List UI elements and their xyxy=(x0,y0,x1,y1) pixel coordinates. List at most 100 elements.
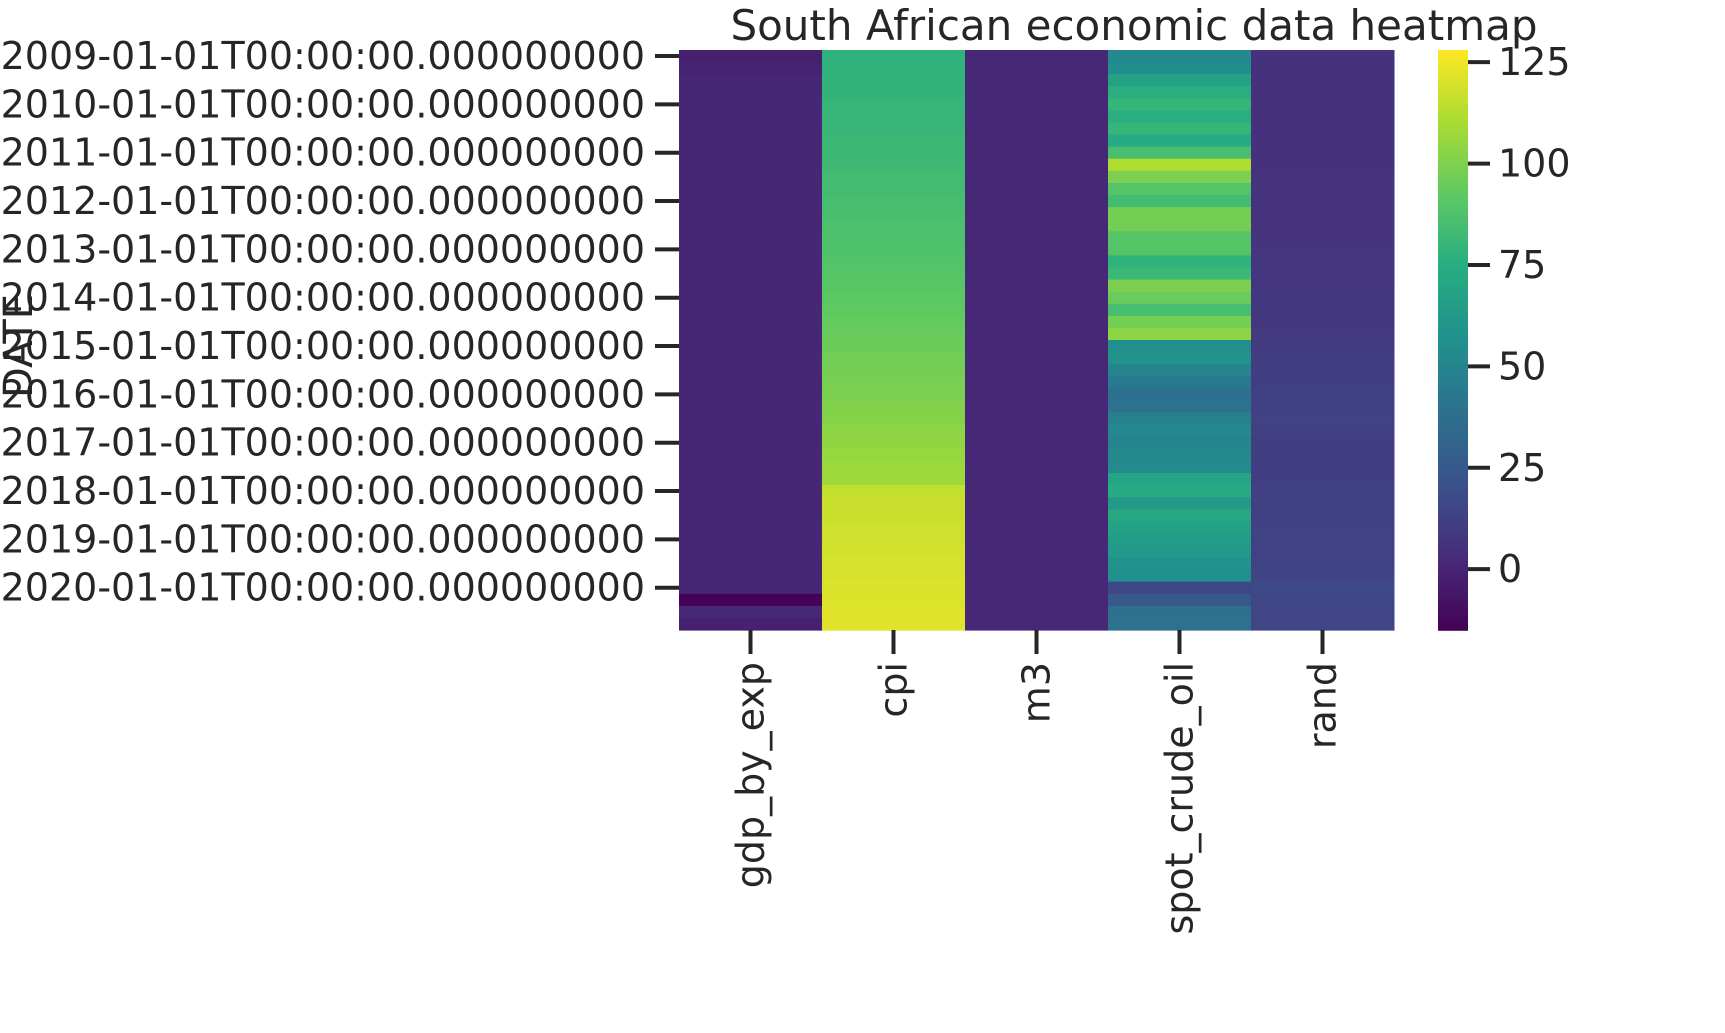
colorbar-segment xyxy=(1438,100,1468,106)
heatmap-cell xyxy=(1251,62,1395,75)
heatmap-cell xyxy=(965,134,1109,148)
heatmap-cell xyxy=(1108,243,1252,257)
colorbar-segment xyxy=(1438,358,1468,363)
heatmap-cell xyxy=(1108,146,1252,160)
heatmap-cell xyxy=(965,195,1109,208)
colorbar-segment xyxy=(1438,593,1468,599)
colorbar-segment xyxy=(1438,184,1468,189)
heatmap-cell xyxy=(1108,412,1252,426)
heatmap-cell xyxy=(965,545,1109,559)
colorbar-segment xyxy=(1438,256,1468,262)
heatmap-cell xyxy=(822,62,966,75)
colorbar-segment xyxy=(1438,506,1468,512)
colorbar-tick-label: 75 xyxy=(1498,243,1546,287)
colorbar-segment xyxy=(1438,539,1468,544)
colorbar-segment xyxy=(1438,503,1468,508)
colorbar-segment xyxy=(1438,227,1468,233)
colorbar-segment xyxy=(1438,140,1468,146)
heatmap-cell xyxy=(822,376,966,389)
colorbar-segment xyxy=(1438,318,1468,323)
heatmap-cell xyxy=(822,617,966,631)
colorbar-segment xyxy=(1438,79,1468,84)
heatmap-cell xyxy=(1108,460,1252,474)
colorbar-segment xyxy=(1438,191,1468,196)
colorbar-segment xyxy=(1438,372,1468,378)
colorbar-segment xyxy=(1438,445,1468,450)
heatmap-cell xyxy=(679,255,823,269)
colorbar-segment xyxy=(1438,586,1468,591)
y-tick-label: 2011-01-01T00:00:00.000000000 xyxy=(1,131,645,175)
heatmap-cell xyxy=(1251,472,1395,486)
heatmap-cell xyxy=(965,303,1109,317)
heatmap-cell xyxy=(679,231,823,244)
colorbar-tick-label: 0 xyxy=(1498,547,1522,591)
colorbar-segment xyxy=(1438,437,1468,443)
heatmap-cell xyxy=(1108,86,1252,99)
colorbar-segment xyxy=(1438,477,1468,483)
heatmap-cell xyxy=(1108,267,1252,281)
heatmap-cell xyxy=(1251,207,1395,220)
colorbar-segment xyxy=(1438,561,1468,566)
colorbar-segment xyxy=(1438,604,1468,610)
heatmap-cell xyxy=(822,521,966,534)
colorbar-segment xyxy=(1438,300,1468,305)
heatmap-cell xyxy=(1108,170,1252,184)
heatmap-cell xyxy=(679,533,823,547)
heatmap-cell xyxy=(822,545,966,559)
heatmap-cell xyxy=(965,50,1109,63)
heatmap-cell xyxy=(679,424,823,438)
heatmap-cell xyxy=(965,436,1109,450)
heatmap-cell xyxy=(1108,279,1252,293)
colorbar-segment xyxy=(1438,361,1468,367)
heatmap-cell xyxy=(965,74,1109,87)
colorbar-segment xyxy=(1438,104,1468,109)
colorbar-segment xyxy=(1438,597,1468,602)
heatmap-cell xyxy=(1251,110,1395,124)
colorbar-segment xyxy=(1438,253,1468,258)
heatmap-cell xyxy=(679,593,823,607)
heatmap-cell xyxy=(822,327,966,341)
heatmap-cell xyxy=(679,436,823,450)
colorbar-segment xyxy=(1438,245,1468,251)
heatmap-cell xyxy=(822,340,966,353)
colorbar-segment xyxy=(1438,452,1468,457)
heatmap-cell xyxy=(1108,424,1252,438)
heatmap-cell xyxy=(679,472,823,486)
colorbar-segment xyxy=(1438,343,1468,349)
colorbar-segment xyxy=(1438,379,1468,385)
heatmap-cell xyxy=(679,158,823,172)
colorbar-segment xyxy=(1438,488,1468,494)
y-tick-label: 2009-01-01T00:00:00.000000000 xyxy=(1,34,645,78)
heatmap-cell xyxy=(965,472,1109,486)
colorbar-segment xyxy=(1438,408,1468,414)
y-tick-label: 2020-01-01T00:00:00.000000000 xyxy=(1,566,645,610)
colorbar-segment xyxy=(1438,82,1468,88)
heatmap-cell xyxy=(1108,376,1252,389)
heatmap-cell xyxy=(679,448,823,462)
heatmap-cell xyxy=(1108,521,1252,534)
heatmap-cell xyxy=(965,62,1109,75)
heatmap-cell xyxy=(1251,448,1395,462)
heatmap-cell xyxy=(679,243,823,257)
heatmap-cell xyxy=(1108,448,1252,462)
colorbar-segment xyxy=(1438,271,1468,276)
colorbar-segment xyxy=(1438,144,1468,149)
colorbar-segment xyxy=(1438,282,1468,287)
colorbar-segment xyxy=(1438,321,1468,327)
heatmap-cell xyxy=(1251,412,1395,426)
heatmap-cell xyxy=(965,581,1109,595)
heatmap-cell xyxy=(822,424,966,438)
heatmap-cell xyxy=(679,50,823,63)
colorbar-segment xyxy=(1438,115,1468,120)
heatmap-cell xyxy=(965,557,1109,571)
colorbar-segment xyxy=(1438,274,1468,280)
colorbar-segment xyxy=(1438,347,1468,352)
heatmap-cell xyxy=(822,219,966,232)
colorbar-segment xyxy=(1438,151,1468,156)
heatmap-cell xyxy=(822,134,966,148)
heatmap-cell xyxy=(1108,617,1252,631)
heatmap-cell xyxy=(822,352,966,365)
colorbar-segment xyxy=(1438,311,1468,316)
heatmap-cell xyxy=(679,545,823,559)
heatmap-cell xyxy=(1108,605,1252,619)
